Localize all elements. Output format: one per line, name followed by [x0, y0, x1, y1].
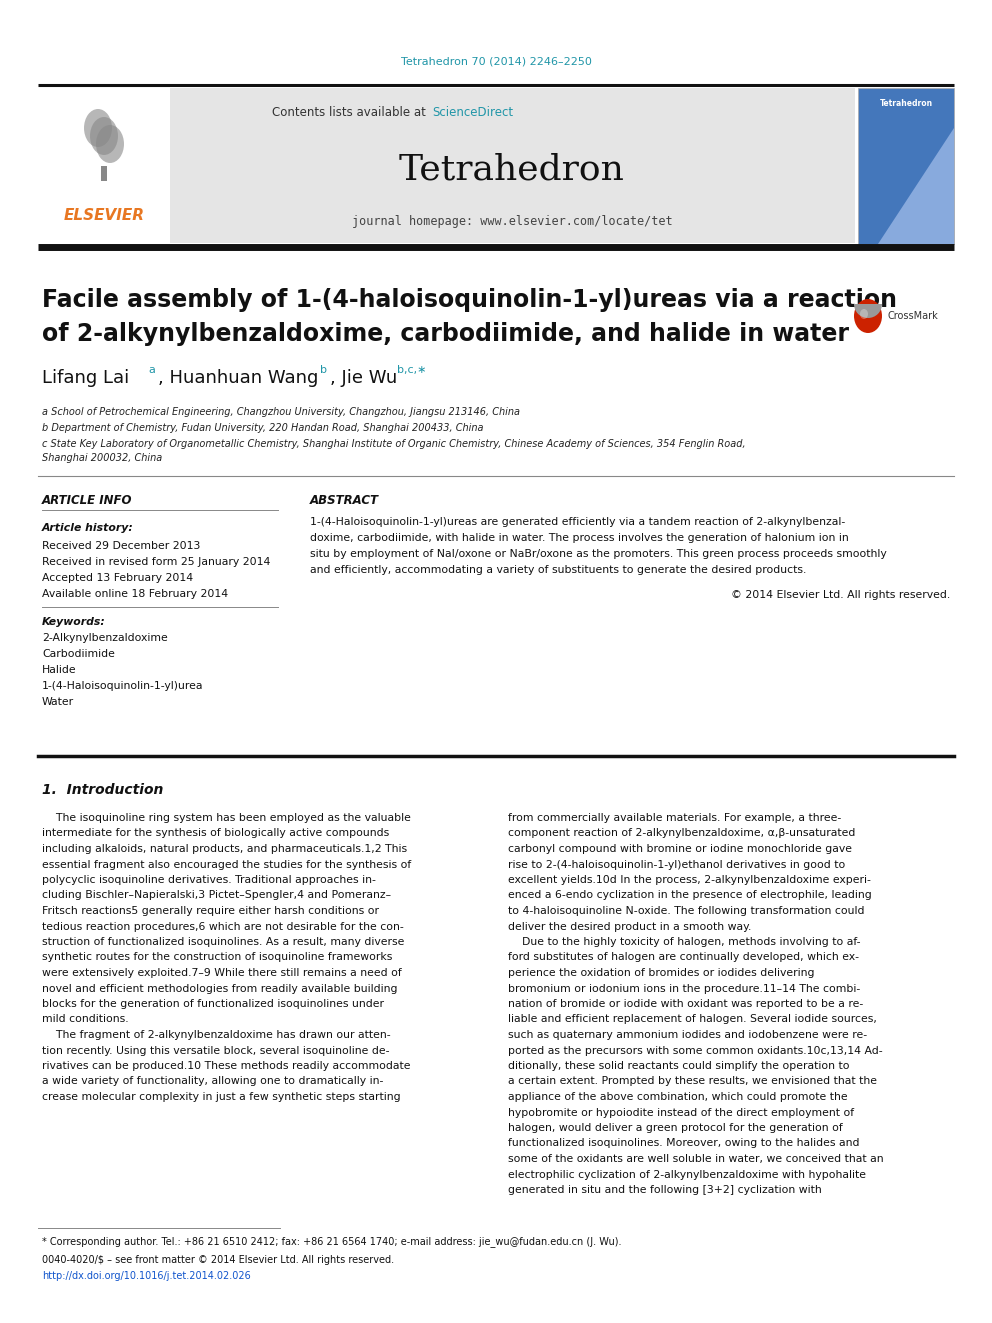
Text: essential fragment also encouraged the studies for the synthesis of: essential fragment also encouraged the s…: [42, 860, 412, 869]
Text: halogen, would deliver a green protocol for the generation of: halogen, would deliver a green protocol …: [508, 1123, 843, 1132]
Text: excellent yields.10d In the process, 2-alkynylbenzaldoxime experi-: excellent yields.10d In the process, 2-a…: [508, 875, 871, 885]
Text: blocks for the generation of functionalized isoquinolines under: blocks for the generation of functionali…: [42, 999, 384, 1009]
Text: novel and efficient methodologies from readily available building: novel and efficient methodologies from r…: [42, 983, 398, 994]
Text: liable and efficient replacement of halogen. Several iodide sources,: liable and efficient replacement of halo…: [508, 1015, 877, 1024]
Text: 1.  Introduction: 1. Introduction: [42, 783, 164, 796]
Text: Received in revised form 25 January 2014: Received in revised form 25 January 2014: [42, 557, 271, 568]
Text: mild conditions.: mild conditions.: [42, 1015, 129, 1024]
Text: , Huanhuan Wang: , Huanhuan Wang: [158, 369, 318, 388]
Text: Accepted 13 February 2014: Accepted 13 February 2014: [42, 573, 193, 583]
Text: doxime, carbodiimide, with halide in water. The process involves the generation : doxime, carbodiimide, with halide in wat…: [310, 533, 849, 542]
Text: appliance of the above combination, which could promote the: appliance of the above combination, whic…: [508, 1091, 847, 1102]
Text: crease molecular complexity in just a few synthetic steps starting: crease molecular complexity in just a fe…: [42, 1091, 401, 1102]
Text: including alkaloids, natural products, and pharmaceuticals.1,2 This: including alkaloids, natural products, a…: [42, 844, 407, 855]
Text: tedious reaction procedures,6 which are not desirable for the con-: tedious reaction procedures,6 which are …: [42, 922, 404, 931]
Text: tion recently. Using this versatile block, several isoquinoline de-: tion recently. Using this versatile bloc…: [42, 1045, 390, 1056]
Text: carbonyl compound with bromine or iodine monochloride gave: carbonyl compound with bromine or iodine…: [508, 844, 852, 855]
Text: Tetrahedron: Tetrahedron: [880, 99, 932, 108]
Text: rivatives can be produced.10 These methods readily accommodate: rivatives can be produced.10 These metho…: [42, 1061, 411, 1072]
Text: journal homepage: www.elsevier.com/locate/tet: journal homepage: www.elsevier.com/locat…: [352, 216, 673, 229]
Text: bromonium or iodonium ions in the procedure.11–14 The combi-: bromonium or iodonium ions in the proced…: [508, 983, 860, 994]
Text: cluding Bischler–Napieralski,3 Pictet–Spengler,4 and Pomeranz–: cluding Bischler–Napieralski,3 Pictet–Sp…: [42, 890, 391, 901]
Text: polycyclic isoquinoline derivatives. Traditional approaches in-: polycyclic isoquinoline derivatives. Tra…: [42, 875, 376, 885]
Text: 1-(4-Haloisoquinolin-1-yl)ureas are generated efficiently via a tandem reaction : 1-(4-Haloisoquinolin-1-yl)ureas are gene…: [310, 517, 845, 527]
Text: such as quaternary ammonium iodides and iodobenzene were re-: such as quaternary ammonium iodides and …: [508, 1031, 867, 1040]
Text: a wide variety of functionality, allowing one to dramatically in-: a wide variety of functionality, allowin…: [42, 1077, 383, 1086]
Text: enced a 6-endo cyclization in the presence of electrophile, leading: enced a 6-endo cyclization in the presen…: [508, 890, 872, 901]
Text: * Corresponding author. Tel.: +86 21 6510 2412; fax: +86 21 6564 1740; e-mail ad: * Corresponding author. Tel.: +86 21 651…: [42, 1237, 622, 1248]
Ellipse shape: [84, 108, 112, 147]
Text: ported as the precursors with some common oxidants.10c,13,14 Ad-: ported as the precursors with some commo…: [508, 1045, 883, 1056]
Text: Carbodiimide: Carbodiimide: [42, 650, 115, 659]
Text: of 2-alkynylbenzaldoxime, carbodiimide, and halide in water: of 2-alkynylbenzaldoxime, carbodiimide, …: [42, 321, 849, 347]
Text: c State Key Laboratory of Organometallic Chemistry, Shanghai Institute of Organi: c State Key Laboratory of Organometallic…: [42, 439, 746, 448]
Text: 0040-4020/$ – see front matter © 2014 Elsevier Ltd. All rights reserved.: 0040-4020/$ – see front matter © 2014 El…: [42, 1256, 394, 1265]
Text: Halide: Halide: [42, 665, 76, 675]
Text: Article history:: Article history:: [42, 523, 134, 533]
Text: a School of Petrochemical Engineering, Changzhou University, Changzhou, Jiangsu : a School of Petrochemical Engineering, C…: [42, 407, 520, 417]
Text: 1-(4-Haloisoquinolin-1-yl)urea: 1-(4-Haloisoquinolin-1-yl)urea: [42, 681, 203, 691]
Text: component reaction of 2-alkynylbenzaldoxime, α,β-unsaturated: component reaction of 2-alkynylbenzaldox…: [508, 828, 855, 839]
Text: Contents lists available at: Contents lists available at: [273, 106, 430, 119]
Ellipse shape: [96, 124, 124, 163]
Text: b Department of Chemistry, Fudan University, 220 Handan Road, Shanghai 200433, C: b Department of Chemistry, Fudan Univers…: [42, 423, 483, 433]
Text: deliver the desired product in a smooth way.: deliver the desired product in a smooth …: [508, 922, 751, 931]
Text: to 4-haloisoquinoline N-oxide. The following transformation could: to 4-haloisoquinoline N-oxide. The follo…: [508, 906, 864, 916]
Text: some of the oxidants are well soluble in water, we conceived that an: some of the oxidants are well soluble in…: [508, 1154, 884, 1164]
Text: Water: Water: [42, 697, 74, 706]
Text: hypobromite or hypoiodite instead of the direct employment of: hypobromite or hypoiodite instead of the…: [508, 1107, 854, 1118]
Text: were extensively exploited.7–9 While there still remains a need of: were extensively exploited.7–9 While the…: [42, 968, 402, 978]
Text: Keywords:: Keywords:: [42, 617, 106, 627]
Text: rise to 2-(4-haloisoquinolin-1-yl)ethanol derivatives in good to: rise to 2-(4-haloisoquinolin-1-yl)ethano…: [508, 860, 845, 869]
Text: functionalized isoquinolines. Moreover, owing to the halides and: functionalized isoquinolines. Moreover, …: [508, 1139, 859, 1148]
Text: , Jie Wu: , Jie Wu: [330, 369, 397, 388]
Text: ditionally, these solid reactants could simplify the operation to: ditionally, these solid reactants could …: [508, 1061, 849, 1072]
Bar: [170, 89, 855, 243]
Text: The fragment of 2-alkynylbenzaldoxime has drawn our atten-: The fragment of 2-alkynylbenzaldoxime ha…: [42, 1031, 391, 1040]
Text: Available online 18 February 2014: Available online 18 February 2014: [42, 589, 228, 599]
Text: ford substitutes of halogen are continually developed, which ex-: ford substitutes of halogen are continua…: [508, 953, 859, 963]
Ellipse shape: [854, 299, 882, 333]
Ellipse shape: [90, 116, 118, 155]
Text: synthetic routes for the construction of isoquinoline frameworks: synthetic routes for the construction of…: [42, 953, 393, 963]
Text: ARTICLE INFO: ARTICLE INFO: [42, 493, 133, 507]
Text: a: a: [148, 365, 155, 374]
Text: b,c,∗: b,c,∗: [397, 365, 427, 374]
Text: Fritsch reactions5 generally require either harsh conditions or: Fritsch reactions5 generally require eit…: [42, 906, 379, 916]
Text: perience the oxidation of bromides or iodides delivering: perience the oxidation of bromides or io…: [508, 968, 814, 978]
Ellipse shape: [860, 310, 868, 319]
Wedge shape: [854, 304, 882, 318]
Text: Tetrahedron: Tetrahedron: [399, 153, 625, 187]
Text: situ by employment of NaI/oxone or NaBr/oxone as the promoters. This green proce: situ by employment of NaI/oxone or NaBr/…: [310, 549, 887, 560]
Text: The isoquinoline ring system has been employed as the valuable: The isoquinoline ring system has been em…: [42, 814, 411, 823]
Text: intermediate for the synthesis of biologically active compounds: intermediate for the synthesis of biolog…: [42, 828, 389, 839]
Text: ELSEVIER: ELSEVIER: [63, 208, 145, 222]
Text: nation of bromide or iodide with oxidant was reported to be a re-: nation of bromide or iodide with oxidant…: [508, 999, 863, 1009]
Text: Lifang Lai: Lifang Lai: [42, 369, 129, 388]
Text: struction of functionalized isoquinolines. As a result, many diverse: struction of functionalized isoquinoline…: [42, 937, 405, 947]
Text: Facile assembly of 1-(4-haloisoquinolin-1-yl)ureas via a reaction: Facile assembly of 1-(4-haloisoquinolin-…: [42, 288, 897, 312]
Bar: [101, 165, 107, 181]
Text: electrophilic cyclization of 2-alkynylbenzaldoxime with hypohalite: electrophilic cyclization of 2-alkynylbe…: [508, 1170, 866, 1180]
Text: CrossMark: CrossMark: [888, 311, 938, 321]
Text: Tetrahedron 70 (2014) 2246–2250: Tetrahedron 70 (2014) 2246–2250: [401, 57, 591, 67]
Text: 2-Alkynylbenzaldoxime: 2-Alkynylbenzaldoxime: [42, 632, 168, 643]
Text: generated in situ and the following [3+2] cyclization with: generated in situ and the following [3+2…: [508, 1185, 821, 1195]
Text: a certain extent. Prompted by these results, we envisioned that the: a certain extent. Prompted by these resu…: [508, 1077, 877, 1086]
Bar: [858, 89, 954, 243]
Text: http://dx.doi.org/10.1016/j.tet.2014.02.026: http://dx.doi.org/10.1016/j.tet.2014.02.…: [42, 1271, 251, 1281]
Text: from commercially available materials. For example, a three-: from commercially available materials. F…: [508, 814, 841, 823]
Text: and efficiently, accommodating a variety of substituents to generate the desired: and efficiently, accommodating a variety…: [310, 565, 806, 576]
Text: Received 29 December 2013: Received 29 December 2013: [42, 541, 200, 550]
Text: b: b: [320, 365, 327, 374]
Text: Due to the highly toxicity of halogen, methods involving to af-: Due to the highly toxicity of halogen, m…: [508, 937, 860, 947]
Text: ABSTRACT: ABSTRACT: [310, 493, 379, 507]
Polygon shape: [878, 128, 954, 243]
Text: Shanghai 200032, China: Shanghai 200032, China: [42, 452, 163, 463]
Text: ScienceDirect: ScienceDirect: [432, 106, 513, 119]
Text: © 2014 Elsevier Ltd. All rights reserved.: © 2014 Elsevier Ltd. All rights reserved…: [731, 590, 950, 601]
